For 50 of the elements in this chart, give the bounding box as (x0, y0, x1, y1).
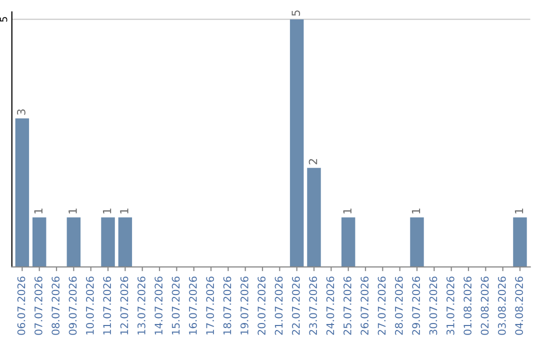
x-tick-label: 28.07.2026 (394, 276, 403, 335)
x-tick-label: 11.07.2026 (103, 276, 112, 334)
data-label: 1 (412, 208, 420, 214)
x-tick-label: 02.08.2026 (480, 276, 489, 335)
x-tick-label: 24.07.2026 (326, 276, 334, 335)
data-label: 2 (308, 159, 318, 164)
x-tick-label: 13.07.2026 (137, 276, 146, 334)
x-tick-label: 09.07.2026 (68, 276, 77, 335)
x-tick-label: 03.08.2026 (498, 276, 506, 335)
data-label: 1 (514, 208, 524, 214)
x-tick-label: 06.07.2026 (17, 276, 26, 335)
x-tick-label: 19.07.2026 (240, 276, 248, 334)
bar (66, 217, 81, 267)
data-label: 1 (102, 208, 112, 214)
x-tick-label: 04.08.2026 (515, 276, 524, 335)
x-tick-label: 14.07.2026 (154, 276, 163, 334)
x-tick-label: 18.07.2026 (223, 276, 232, 334)
bar (341, 217, 356, 267)
bar (32, 217, 46, 267)
data-label: 1 (120, 208, 128, 214)
bar (15, 118, 30, 267)
x-tick-label: 01.08.2026 (464, 276, 472, 335)
data-label: 3 (17, 109, 26, 115)
data-label: 1 (343, 208, 352, 214)
bar (410, 217, 424, 267)
x-tick-label: 26.07.2026 (360, 276, 369, 335)
bar (307, 168, 321, 267)
x-tick-label: 31.07.2026 (446, 276, 454, 335)
x-tick-label: 25.07.2026 (343, 276, 352, 335)
bar (513, 217, 527, 267)
x-tick-label: 16.07.2026 (188, 276, 197, 334)
x-tick-label: 08.07.2026 (52, 276, 60, 335)
bar (101, 217, 115, 267)
x-tick-label: 17.07.2026 (206, 276, 214, 334)
x-tick-label: 10.07.2026 (86, 276, 94, 334)
x-tick-label: 29.07.2026 (412, 276, 420, 335)
x-tick-label: 20.07.2026 (258, 276, 266, 335)
data-label: 5 (292, 10, 300, 16)
data-label: 1 (34, 208, 42, 214)
x-tick-label: 12.07.2026 (120, 276, 128, 334)
x-tick-label: 27.07.2026 (378, 276, 386, 335)
x-tick-label: 22.07.2026 (292, 276, 300, 335)
x-tick-label: 21.07.2026 (274, 276, 283, 335)
x-tick-label: 15.07.2026 (172, 276, 180, 334)
x-tick-label: 23.07.2026 (309, 276, 318, 335)
data-label: 1 (68, 208, 77, 214)
bar (118, 217, 132, 267)
x-tick-label: 07.07.2026 (34, 276, 42, 335)
bar (290, 19, 304, 267)
x-tick-label: 30.07.2026 (429, 276, 438, 335)
